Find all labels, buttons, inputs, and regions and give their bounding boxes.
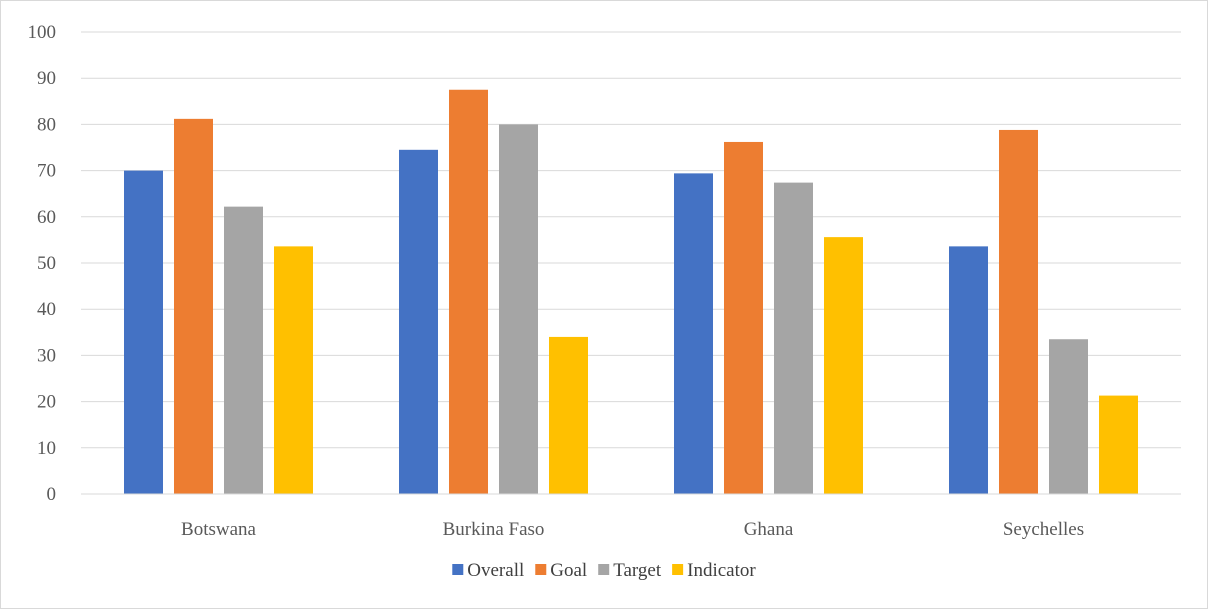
gridlines [81, 31, 1181, 449]
y-tick-label: 0 [47, 484, 57, 505]
y-tick-label: 40 [37, 299, 56, 320]
bar-overall-botswana [124, 170, 163, 494]
y-tick-label: 60 [37, 207, 56, 228]
y-tick-label: 90 [37, 68, 56, 89]
legend-swatch [598, 564, 610, 575]
legend-item-target: Target [598, 560, 662, 581]
bar-goal-seychelles [999, 129, 1038, 494]
bar-overall-ghana [674, 173, 713, 494]
y-tick-label: 100 [28, 22, 57, 43]
bar-indicator-seychelles [1099, 395, 1138, 494]
legend-swatch [535, 564, 547, 575]
x-axis-category-labels: Botswana Burkina Faso Ghana Seychelles [181, 519, 1084, 540]
y-tick-label: 80 [37, 114, 56, 135]
legend-item-goal: Goal [535, 560, 587, 581]
bar-indicator-botswana [274, 246, 313, 494]
y-tick-label: 50 [37, 253, 56, 274]
legend-item-indicator: Indicator [672, 560, 756, 581]
category-label: Botswana [181, 519, 257, 540]
y-axis-tick-labels: 0 10 20 30 40 50 60 70 80 90 100 [28, 22, 57, 505]
bar-goal-botswana [174, 118, 213, 494]
category-label: Seychelles [1003, 519, 1084, 540]
legend-label: Goal [550, 560, 587, 581]
bars [124, 89, 1138, 495]
legend-label: Overall [467, 560, 524, 581]
bar-indicator-burkina-faso [549, 336, 588, 494]
bar-target-botswana [224, 206, 263, 495]
y-tick-label: 10 [37, 438, 56, 459]
legend-swatch [452, 564, 464, 575]
legend-swatch [672, 564, 684, 575]
bar-goal-ghana [724, 141, 763, 494]
legend-label: Target [613, 560, 662, 581]
bar-target-seychelles [1049, 339, 1088, 494]
bar-target-ghana [774, 182, 813, 494]
legend-label: Indicator [687, 560, 756, 581]
category-label: Burkina Faso [443, 519, 545, 540]
y-tick-label: 30 [37, 345, 56, 366]
bar-overall-burkina-faso [399, 149, 438, 494]
y-tick-label: 20 [37, 392, 56, 413]
bar-goal-burkina-faso [449, 89, 488, 494]
bar-overall-seychelles [949, 246, 988, 494]
bar-target-burkina-faso [499, 124, 538, 495]
category-label: Ghana [744, 519, 794, 540]
legend-item-overall: Overall [452, 560, 524, 581]
y-tick-label: 70 [37, 161, 56, 182]
bar-indicator-ghana [824, 237, 863, 495]
legend: Overall Goal Target Indicator [452, 560, 756, 581]
